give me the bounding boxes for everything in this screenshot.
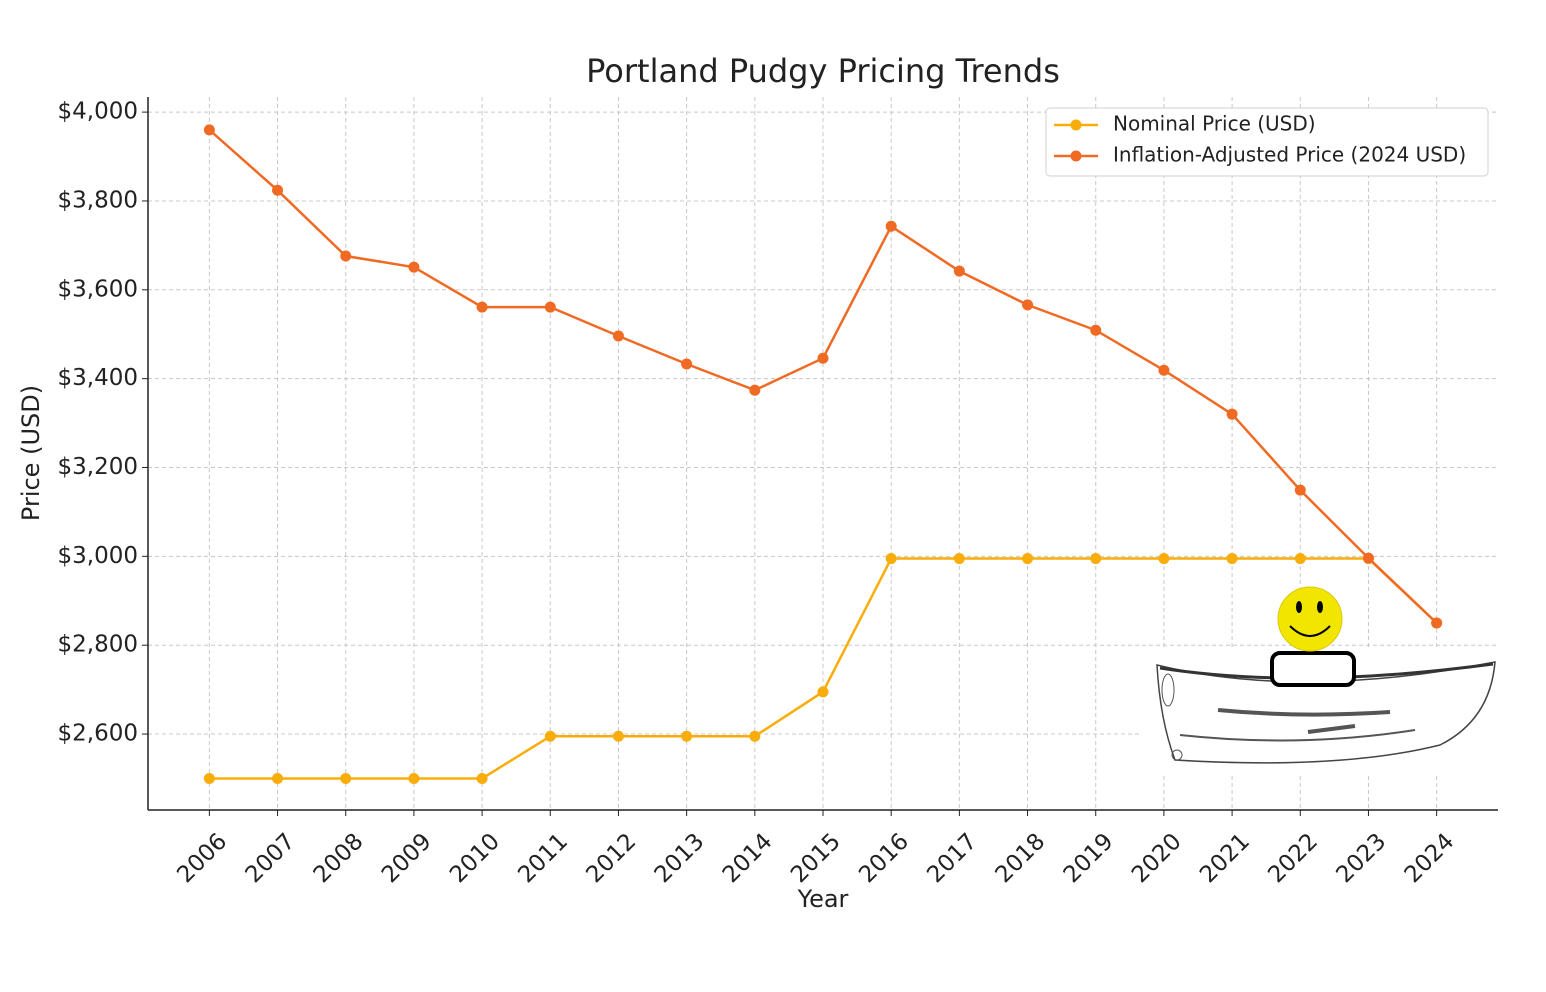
- data-point: [1158, 553, 1170, 565]
- data-point: [1090, 553, 1102, 565]
- data-point: [681, 358, 693, 370]
- y-axis-label: Price (USD): [17, 385, 45, 521]
- data-point: [476, 772, 488, 784]
- data-point: [203, 772, 215, 784]
- y-tick-label: $3,200: [58, 454, 138, 480]
- boat-detail: [1179, 729, 1416, 742]
- data-point: [681, 730, 693, 742]
- grid: [148, 97, 1498, 810]
- person-body: [1270, 651, 1356, 687]
- chart-title: Portland Pudgy Pricing Trends: [586, 52, 1060, 90]
- data-point: [1362, 552, 1374, 564]
- y-tick-label: $2,600: [58, 721, 138, 747]
- boat-detail: [1171, 749, 1183, 761]
- plot: [203, 124, 1443, 784]
- legend-marker: [1070, 150, 1082, 162]
- data-point: [476, 301, 488, 313]
- smiley-eye: [1317, 601, 1323, 613]
- boat-detail: [1217, 708, 1391, 717]
- y-tick-label: $3,600: [58, 276, 138, 302]
- data-point: [1226, 553, 1238, 565]
- smiley-mouth: [1289, 625, 1331, 637]
- y-tick-label: $4,000: [58, 99, 138, 125]
- data-point: [1294, 553, 1306, 565]
- data-point: [272, 772, 284, 784]
- data-point: [1022, 299, 1034, 311]
- y-tick-label: $3,400: [58, 365, 138, 391]
- data-point: [1090, 324, 1102, 336]
- smiley-eye: [1296, 601, 1302, 613]
- smiley-face: [1277, 586, 1343, 652]
- boat-picture: [1140, 586, 1500, 775]
- boat-detail: [1161, 673, 1175, 707]
- data-point: [408, 772, 420, 784]
- data-point: [340, 250, 352, 262]
- data-point: [612, 330, 624, 342]
- data-point: [340, 772, 352, 784]
- data-point: [817, 352, 829, 364]
- legend-label: Nominal Price (USD): [1113, 112, 1316, 136]
- data-point: [953, 553, 965, 565]
- legend-label: Inflation-Adjusted Price (2024 USD): [1113, 143, 1466, 167]
- legend: Nominal Price (USD) Inflation-Adjusted Pr…: [1045, 107, 1489, 177]
- data-point: [885, 553, 897, 565]
- boat-detail: [1307, 724, 1356, 734]
- y-tick-label: $2,800: [58, 632, 138, 658]
- legend-box: [1045, 107, 1489, 177]
- y-tick-label: $3,800: [58, 187, 138, 213]
- data-point: [544, 730, 556, 742]
- data-point: [817, 686, 829, 698]
- data-point: [612, 730, 624, 742]
- data-point: [749, 384, 761, 396]
- data-point: [1294, 484, 1306, 496]
- data-point: [953, 265, 965, 277]
- legend-marker: [1070, 119, 1082, 131]
- data-point: [544, 301, 556, 313]
- data-point: [1022, 553, 1034, 565]
- x-axis-label: Year: [797, 885, 849, 913]
- y-tick-label: $3,000: [58, 543, 138, 569]
- data-point: [203, 124, 215, 136]
- data-point: [1226, 408, 1238, 420]
- data-point: [885, 220, 897, 232]
- data-point: [272, 184, 284, 196]
- data-point: [749, 730, 761, 742]
- data-point: [1431, 617, 1443, 629]
- data-point: [408, 261, 420, 273]
- data-point: [1158, 364, 1170, 376]
